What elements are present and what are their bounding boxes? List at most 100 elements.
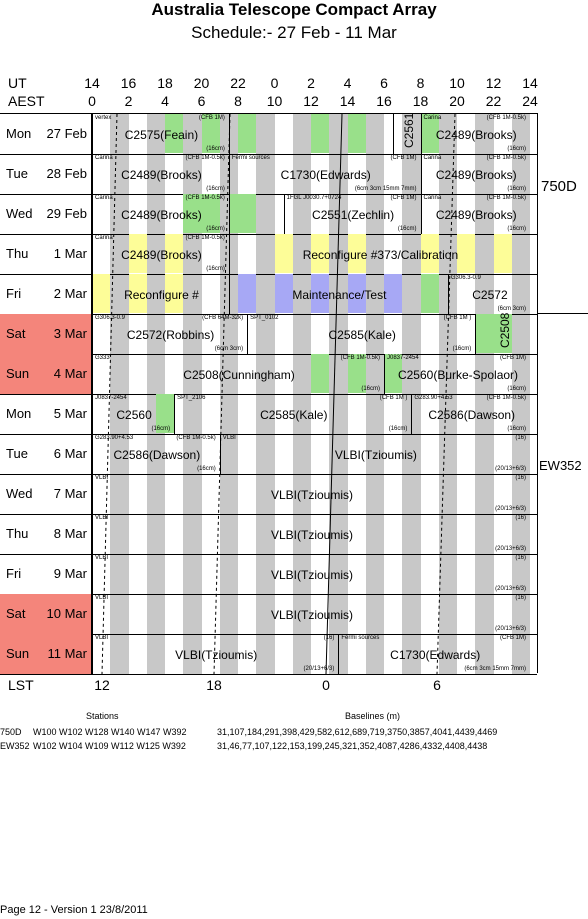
schedule-block[interactable]: C1730(Edwards) Fermi sources (CFB 1M) (6cm … bbox=[228, 154, 421, 194]
block-source: Fermi sources bbox=[341, 635, 380, 641]
ut-tick: 10 bbox=[449, 75, 465, 91]
block-receiver: (CFB 1M-0.5k) bbox=[176, 435, 216, 441]
schedule-block[interactable]: C2560(Burke-Spolaor) J0837-2454 (CFB 1M) (1… bbox=[384, 354, 530, 394]
block-source: SPT_0102 bbox=[250, 315, 279, 321]
schedule-block[interactable]: VLBI(Tzioumis) VLBI (16) (20/13+6/3) bbox=[92, 594, 530, 634]
aest-tick: 22 bbox=[485, 93, 502, 109]
observation-highlight bbox=[155, 394, 175, 433]
block-receiver: (CFB 1M) bbox=[500, 635, 526, 641]
schedule-block[interactable]: VLBI(Tzioumis) VLBI (16) (20/13+6/3) bbox=[92, 554, 530, 594]
schedule-block[interactable]: C2508 bbox=[475, 313, 530, 354]
block-band: (16cm) bbox=[507, 226, 526, 232]
schedule-block[interactable]: C2586(Dawson) G283.90+4.53 (CFB 1M-0.5k) (1… bbox=[92, 434, 220, 474]
schedule-block[interactable]: C2585(Kale) SPT_0102 (CFB 1M ) (16cm) bbox=[247, 314, 475, 354]
schedule-block[interactable]: C2489(Brooks) Carina (CFB 1M-0.5k) (16cm) bbox=[420, 154, 531, 194]
ut-tick: 4 bbox=[343, 75, 352, 91]
schedule-block[interactable]: VLBI(Tzioumis) VLBI (16) (20/13+6/3) bbox=[219, 434, 530, 474]
schedule-block[interactable]: C2489(Brooks) Carina (CFB 1M-0.5k) (16cm) bbox=[420, 114, 531, 154]
day-row: Mon 27 Feb bbox=[0, 114, 537, 155]
observation-highlight bbox=[420, 234, 439, 273]
schedule-block[interactable]: C2508(Cunningham) G333 (CFB 1M-0.5k) (16cm) bbox=[92, 354, 384, 394]
baselines-750d: 31,107,184,291,398,429,582,612,689,719,3… bbox=[217, 727, 498, 737]
aest-tick: 24 bbox=[522, 93, 538, 109]
day-date: 4 Mar bbox=[53, 366, 87, 381]
ut-tick: 14 bbox=[522, 75, 538, 91]
schedule-block[interactable]: C2575(Feain) vertex (CFB 1M) (16cm) bbox=[92, 114, 229, 154]
day-name: Fri bbox=[6, 566, 22, 581]
observation-highlight bbox=[238, 194, 257, 233]
day-row: Thu 1 Mar bbox=[0, 234, 537, 275]
day-name: Mon bbox=[6, 126, 32, 141]
schedule-block[interactable]: C2560 J0837-2454 (16cm) bbox=[92, 394, 174, 434]
day-name: Thu bbox=[6, 246, 29, 261]
schedule-block[interactable]: Reconfigure #373/Calibration bbox=[228, 234, 530, 274]
schedule-block[interactable]: VLBI(Tzioumis) VLBI (16) (20/13+6/3) bbox=[92, 514, 530, 554]
observation-highlight bbox=[274, 234, 293, 273]
day-name: Fri bbox=[6, 286, 22, 301]
config-750d-label: 750D bbox=[541, 178, 577, 195]
block-title: C2508(Cunningham) bbox=[183, 368, 295, 382]
schedule-block[interactable]: VLBI(Tzioumis) VLBI (16) (20/13+6/3) bbox=[92, 634, 338, 674]
day-name: Sun bbox=[6, 646, 30, 661]
schedule-block[interactable]: C2489(Brooks) Carina (CFB 1M-0.5k) (16cm) bbox=[92, 154, 229, 194]
schedule-block[interactable]: C2489(Brooks) Carina (CFB 1M-0.5k) (16cm) bbox=[92, 234, 229, 274]
block-source: G333 bbox=[95, 355, 110, 361]
block-receiver: (CFB 64M-32k) bbox=[202, 315, 244, 321]
schedule-block[interactable]: C2586(Dawson) G283.90+4.53 (CFB 1M-0.5k) (1… bbox=[411, 394, 530, 434]
aest-axis-label: AEST bbox=[8, 93, 45, 109]
schedule-block[interactable]: C2572(Robbins) G306.3-0.9 (CFB 64M-32k) (6c… bbox=[92, 314, 247, 354]
schedule-block[interactable]: C2572 G306.3-0.9 (6cm 3cm) bbox=[447, 274, 530, 314]
schedule-block[interactable] bbox=[228, 194, 284, 234]
day-label: Mon 5 Mar bbox=[0, 394, 92, 434]
block-title: Reconfigure # bbox=[124, 288, 199, 302]
observation-highlight bbox=[165, 274, 184, 313]
schedule-block[interactable] bbox=[228, 114, 393, 154]
observation-highlight bbox=[238, 274, 257, 313]
schedule-block[interactable]: Maintenance/Test bbox=[228, 274, 448, 314]
schedule-block[interactable]: Reconfigure # bbox=[92, 274, 229, 314]
block-source: G283.90+4.53 bbox=[95, 435, 134, 441]
day-name: Wed bbox=[6, 206, 33, 221]
day-row: Tue 6 Mar bbox=[0, 434, 537, 475]
observation-highlight bbox=[384, 354, 403, 393]
schedule-block[interactable]: C1730(Edwards) Fermi sources (CFB 1M) (6cm … bbox=[338, 634, 530, 674]
observation-highlight bbox=[384, 274, 403, 313]
day-row: Mon 5 Mar bbox=[0, 394, 537, 435]
day-row: Wed 7 Mar bbox=[0, 474, 537, 515]
block-receiver: (16) bbox=[515, 475, 526, 481]
block-source: VLBI bbox=[95, 475, 109, 481]
aest-tick: 18 bbox=[412, 93, 429, 109]
block-title: C1730(Edwards) bbox=[390, 648, 481, 662]
lst-tick: 6 bbox=[433, 677, 441, 693]
observation-highlight bbox=[457, 234, 476, 273]
day-row: Sat 3 Mar bbox=[0, 314, 537, 355]
observation-highlight bbox=[183, 194, 202, 233]
day-row: Sat 10 Mar bbox=[0, 594, 537, 635]
schedule-block[interactable]: C2561 bbox=[393, 113, 420, 154]
schedule-grid: Mon 27 Feb Tue 28 Feb Wed 29 Feb Thu 1 Mar Fri 2 … bbox=[0, 113, 537, 675]
block-receiver: (CFB 1M) bbox=[198, 115, 225, 121]
block-title: VLBI(Tzioumis) bbox=[270, 488, 353, 502]
block-title: C2489(Brooks) bbox=[121, 168, 202, 182]
schedule-block[interactable]: VLBI(Tzioumis) VLBI (16) (20/13+6/3) bbox=[92, 474, 530, 514]
block-band: (20/13+6/3) bbox=[495, 586, 526, 592]
block-band: (6cm 3cm 15mm 7mm) bbox=[354, 186, 417, 192]
observation-highlight bbox=[311, 234, 330, 273]
block-band: (16cm) bbox=[206, 186, 225, 192]
day-label: Fri 2 Mar bbox=[0, 274, 92, 314]
observation-highlight bbox=[347, 234, 366, 273]
schedule-block[interactable]: C2489(Brooks) Carina (CFB 1M-0.5k) (16cm) bbox=[420, 194, 531, 234]
schedule-block[interactable]: C2551(Zechlin) 1FGL J0030.7+0724 (CFB 1M) (… bbox=[283, 194, 421, 234]
station-config-ew352: EW352 bbox=[0, 741, 30, 751]
block-title: C2489(Brooks) bbox=[435, 168, 517, 182]
baselines-header: Baselines (m) bbox=[345, 711, 401, 721]
block-band: (16cm) bbox=[452, 346, 472, 352]
ut-tick: 2 bbox=[307, 75, 315, 91]
schedule-block[interactable]: C2489(Brooks) Carina (CFB 1M-0.5k) (16cm) bbox=[92, 194, 229, 234]
station-config-750d: 750D bbox=[0, 727, 22, 737]
day-date: 5 Mar bbox=[53, 406, 87, 421]
config-ew352-box: EW352 bbox=[537, 313, 588, 673]
schedule-block[interactable]: C2585(Kale) SPT_2106 (CFB 1M ) (16cm) bbox=[174, 394, 411, 434]
day-label: Sat 10 Mar bbox=[0, 594, 92, 634]
day-date: 1 Mar bbox=[53, 246, 87, 261]
